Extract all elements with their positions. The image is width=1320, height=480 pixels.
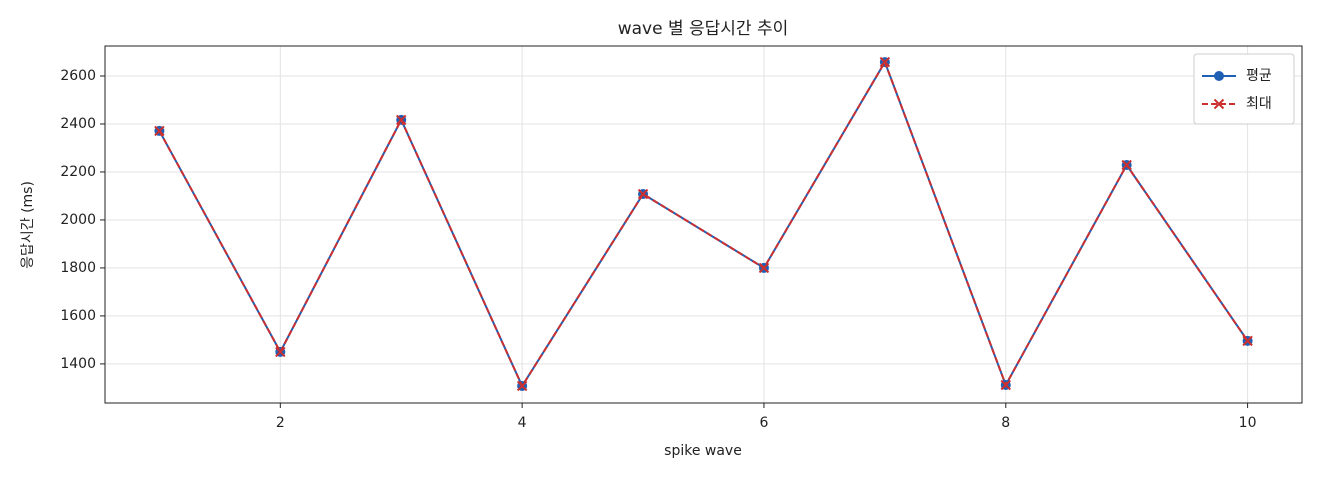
series-line — [158, 59, 1249, 389]
y-tick-label: 2400 — [60, 116, 96, 132]
marker — [1242, 335, 1253, 347]
y-axis-label: 응답시간 (ms) — [20, 181, 36, 269]
legend-box — [1193, 53, 1295, 125]
marker — [879, 56, 891, 68]
y-tick-label: 1800 — [60, 260, 96, 276]
marker — [275, 346, 286, 358]
marker — [637, 188, 649, 200]
x-tick-label: 6 — [759, 415, 768, 431]
y-tick-label: 2200 — [60, 164, 96, 180]
marker — [396, 114, 407, 126]
marker — [1213, 98, 1225, 110]
y-tick-label: 2600 — [60, 68, 96, 84]
marker — [516, 380, 528, 392]
y-tick-label: 2000 — [60, 212, 96, 228]
series-line — [158, 59, 1249, 389]
legend-label: 평균 — [1246, 68, 1272, 84]
y-tick-label: 1400 — [60, 356, 96, 372]
marker — [758, 262, 770, 274]
x-axis-label: spike wave — [664, 443, 742, 459]
marker — [154, 125, 165, 137]
chart-title: wave 별 응답시간 추이 — [618, 19, 789, 39]
marker — [1121, 159, 1132, 171]
marker — [1214, 71, 1224, 81]
legend-label: 최대 — [1246, 96, 1272, 112]
x-tick-label: 4 — [518, 415, 527, 431]
plot-frame — [104, 45, 1303, 404]
y-tick-label: 1600 — [60, 308, 96, 324]
marker — [1000, 379, 1011, 391]
x-tick-label: 2 — [276, 415, 285, 431]
x-tick-label: 10 — [1239, 415, 1257, 431]
x-tick-label: 8 — [1001, 415, 1010, 431]
